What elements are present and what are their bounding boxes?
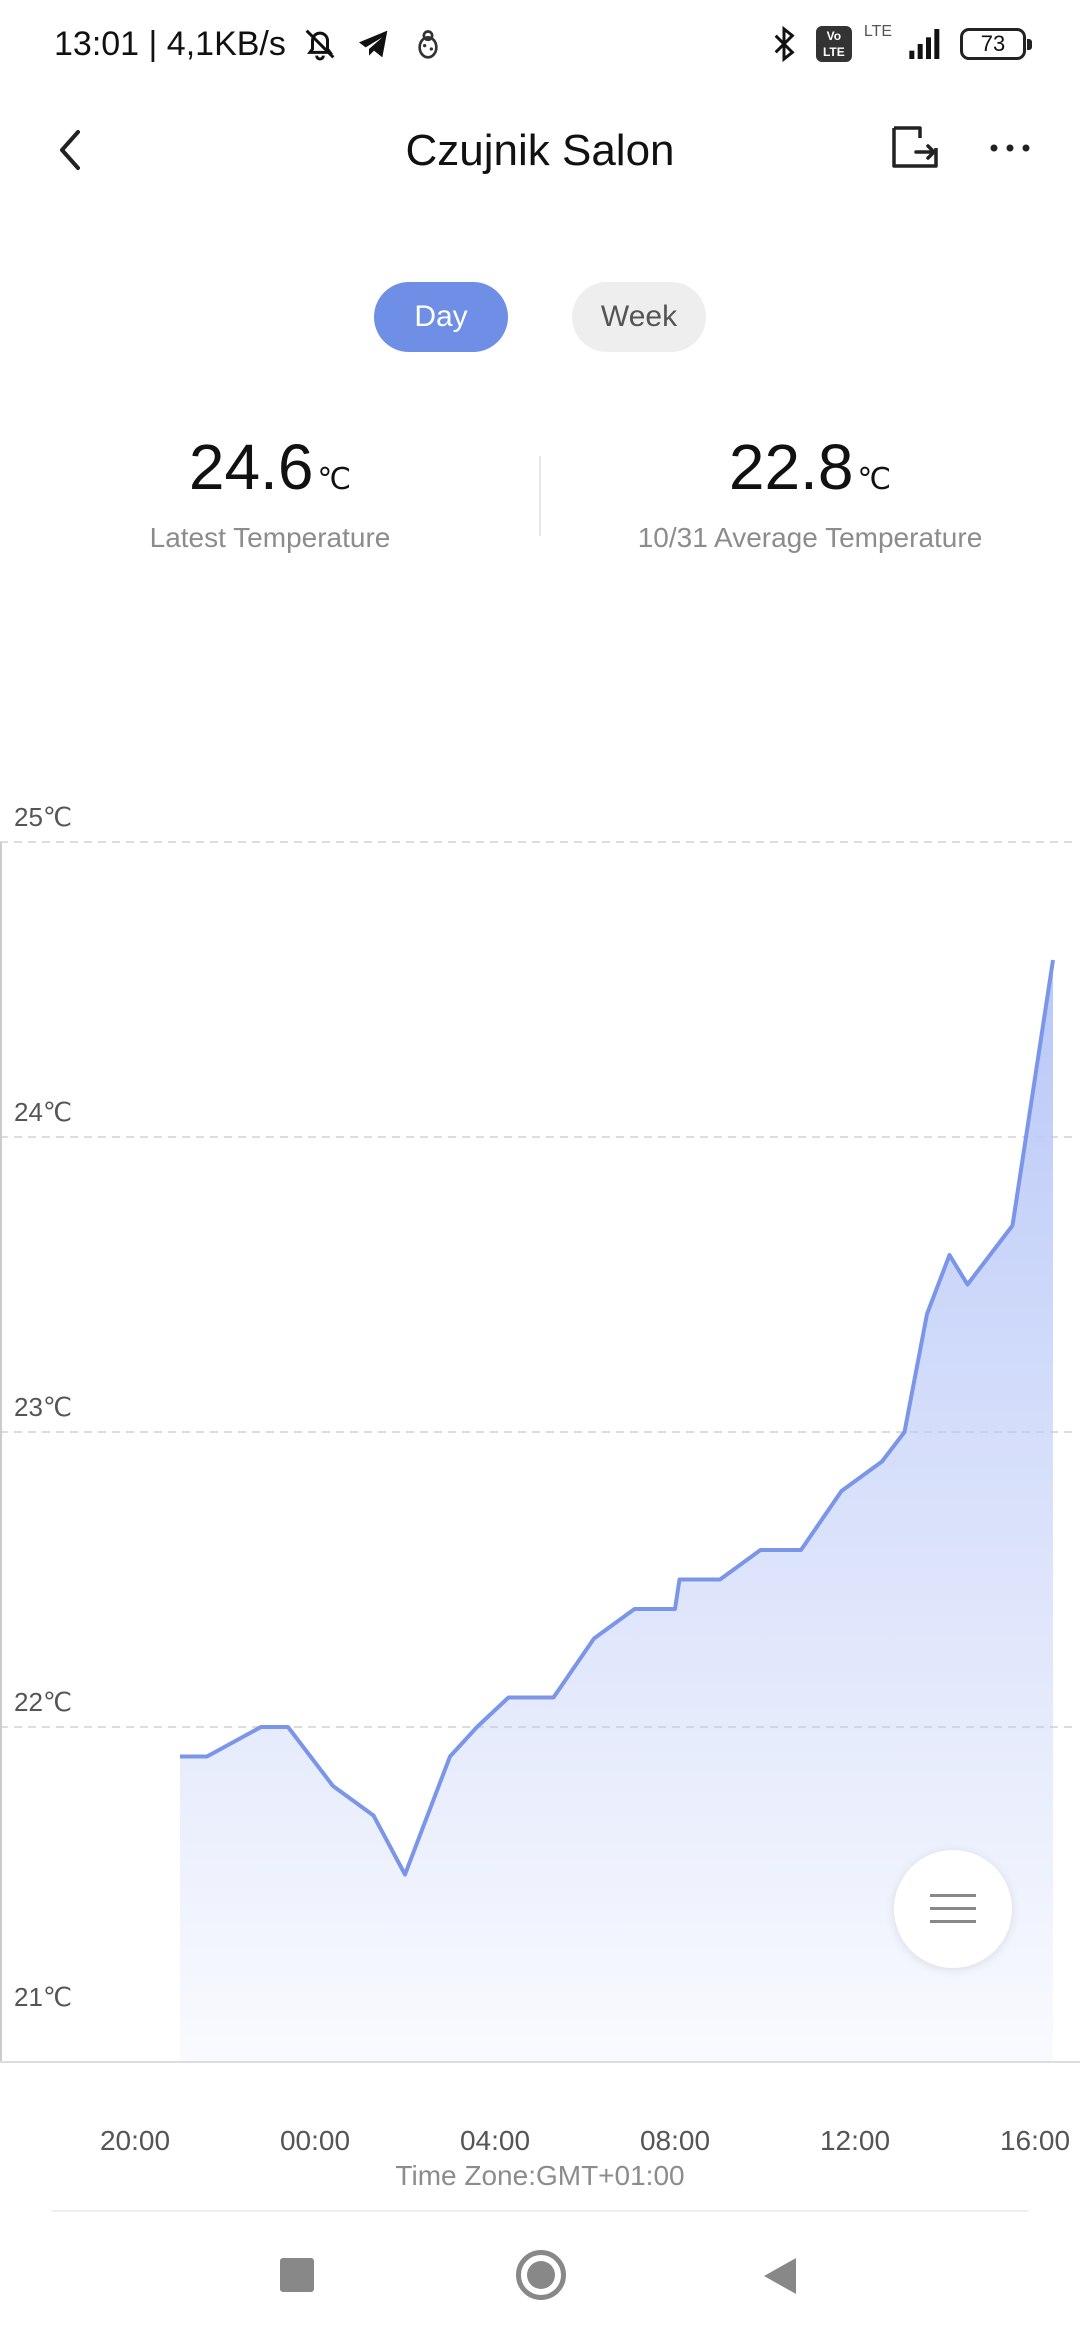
- volte-icon: Vo LTE: [815, 26, 852, 62]
- lte-label: LTE: [863, 23, 892, 40]
- latest-temperature-value: 24.6: [188, 431, 314, 503]
- hamburger-menu-icon-line: [930, 1907, 976, 1910]
- signal-icon: [909, 29, 940, 59]
- page-title: Czujnik Salon: [405, 126, 675, 175]
- hamburger-menu-icon-line: [930, 1894, 976, 1897]
- x-tick-time: 04:00: [460, 2125, 530, 2156]
- bug-icon: [418, 30, 438, 59]
- average-temperature-value: 22.8: [728, 431, 854, 503]
- timezone-label: Time Zone:GMT+01:00: [395, 2160, 685, 2191]
- y-tick-label: 22℃: [14, 1687, 72, 1717]
- y-tick-label: 24℃: [14, 1097, 72, 1127]
- temperature-chart[interactable]: 25℃24℃23℃22℃21℃20:0010/3000:0010/3104:00…: [0, 780, 1080, 2160]
- latest-temperature-value-row: 24.6 ℃: [0, 430, 540, 504]
- average-temperature-value-row: 22.8 ℃: [540, 430, 1080, 504]
- battery-icon: 73: [960, 28, 1032, 60]
- average-temperature: 22.8 ℃ 10/31 Average Temperature: [540, 430, 1080, 554]
- latest-temperature: 24.6 ℃ Latest Temperature: [0, 430, 540, 554]
- chart-menu-button[interactable]: [894, 1850, 1012, 1968]
- x-tick-time: 16:00: [1000, 2125, 1070, 2156]
- status-time-speed: 13:01 | 4,1KB/s: [54, 24, 286, 63]
- status-right: Vo LTE LTE 73: [764, 23, 1032, 64]
- status-left: 13:01 | 4,1KB/s: [54, 24, 448, 64]
- y-tick-label: 21℃: [14, 1982, 72, 2012]
- bell-off-icon: [305, 29, 335, 61]
- bluetooth-icon: [774, 25, 795, 63]
- recent-apps-icon[interactable]: [280, 2258, 314, 2292]
- stats-divider: [539, 456, 541, 536]
- status-bar: 13:01 | 4,1KB/s Vo LTE LTE 73: [0, 0, 1080, 96]
- average-temperature-label: 10/31 Average Temperature: [637, 522, 983, 553]
- latest-temperature-unit: ℃: [317, 463, 352, 496]
- telegram-icon: [358, 30, 388, 58]
- back-nav-icon[interactable]: [764, 2258, 796, 2294]
- series-area: [180, 960, 1053, 2062]
- x-tick-time: 00:00: [280, 2125, 350, 2156]
- y-tick-label: 23℃: [14, 1392, 72, 1422]
- y-tick-label: 25℃: [14, 802, 72, 832]
- back-arrow-icon[interactable]: [40, 120, 100, 180]
- share-icon[interactable]: [886, 118, 946, 178]
- bottom-divider: [52, 2210, 1028, 2212]
- navigation-bar: [0, 2230, 1080, 2340]
- tab-day[interactable]: Day: [374, 282, 508, 352]
- home-icon[interactable]: [516, 2250, 566, 2300]
- temperature-chart-svg: 25℃24℃23℃22℃21℃20:0010/3000:0010/3104:00…: [0, 802, 1080, 2156]
- x-tick-time: 12:00: [820, 2125, 890, 2156]
- tab-week[interactable]: Week: [572, 282, 706, 352]
- series-line: [180, 959, 1055, 1877]
- x-tick-time: 08:00: [640, 2125, 710, 2156]
- more-icon[interactable]: [980, 118, 1040, 178]
- x-tick-time: 20:00: [100, 2125, 170, 2156]
- hamburger-menu-icon-line: [930, 1920, 976, 1923]
- latest-temperature-label: Latest Temperature: [149, 522, 391, 553]
- header: Czujnik Salon: [0, 96, 1080, 212]
- average-temperature-unit: ℃: [857, 463, 892, 496]
